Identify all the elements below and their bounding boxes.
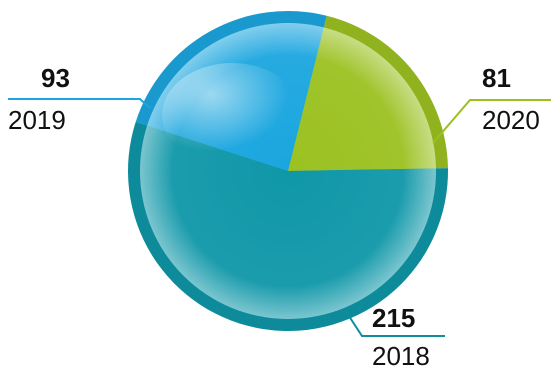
category-label-2020: 2020 — [482, 105, 540, 135]
category-label-2019: 2019 — [8, 105, 66, 135]
value-label-2020: 81 — [482, 63, 511, 93]
bubble-glare — [162, 63, 302, 167]
category-label-2018: 2018 — [372, 341, 430, 371]
value-label-2019: 93 — [41, 63, 70, 93]
value-label-2018: 215 — [372, 303, 415, 333]
leader-line-2019 — [8, 98, 151, 109]
leader-line-2020 — [432, 99, 551, 144]
leader-line-2018 — [344, 309, 445, 337]
bubble-rim-shading — [140, 23, 436, 319]
